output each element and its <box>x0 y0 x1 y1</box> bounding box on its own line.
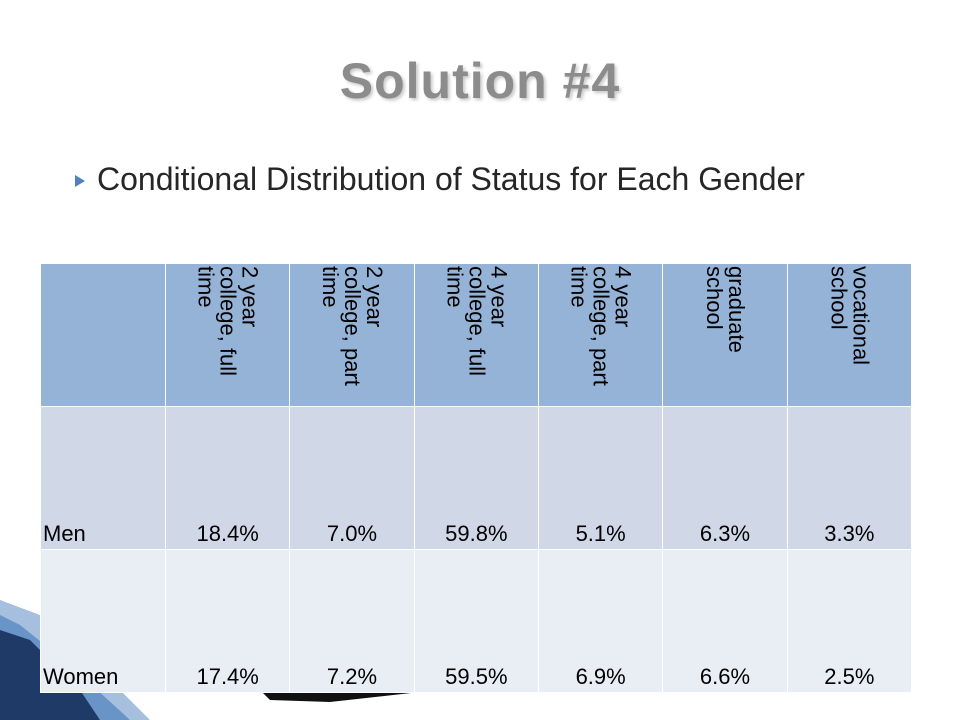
table-cell: 6.3% <box>662 406 788 550</box>
table-cell: 7.2% <box>289 549 415 693</box>
table-cell: 7.0% <box>289 406 415 550</box>
table-cell: 59.8% <box>413 406 539 550</box>
table-cell: 3.3% <box>786 406 913 550</box>
column-header: 4 year college, full time <box>413 263 539 407</box>
distribution-table: 2 year college, full time 2 year college,… <box>40 263 913 693</box>
column-header: 2 year college, full time <box>164 263 291 407</box>
bullet-icon <box>75 175 85 187</box>
table-body: Men 18.4% 7.0% 59.8% 5.1% 6.3% 3.3% Women 17.4% 7… <box>40 406 913 693</box>
table-cell: 17.4% <box>164 549 291 693</box>
column-header-text: 2 year college, part time <box>317 266 387 386</box>
table-cell: 18.4% <box>164 406 291 550</box>
row-header: Men <box>40 406 166 550</box>
column-header: vocational school <box>786 263 913 407</box>
table-cell: 6.9% <box>537 549 664 693</box>
column-header-text: 2 year college, full time <box>193 266 263 377</box>
column-header-text: 4 year college, full time <box>442 266 512 377</box>
column-header: graduate school <box>662 263 788 407</box>
column-header-text: 4 year college, part time <box>566 266 636 386</box>
slide-title: Solution #4 <box>339 53 621 109</box>
column-header-text: vocational school <box>826 266 874 366</box>
table-row: Men 18.4% 7.0% 59.8% 5.1% 6.3% 3.3% <box>40 406 913 550</box>
table-cell: 59.5% <box>413 549 539 693</box>
column-header-text: graduate school <box>701 266 749 353</box>
header-row: 2 year college, full time 2 year college,… <box>40 263 913 407</box>
row-header: Women <box>40 549 166 693</box>
corner-cell <box>40 263 166 407</box>
column-header: 2 year college, part time <box>289 263 415 407</box>
table-row: Women 17.4% 7.2% 59.5% 6.9% 6.6% 2.5% <box>40 549 913 693</box>
table-cell: 6.6% <box>662 549 788 693</box>
bullet-text: Conditional Distribution of Status for E… <box>97 161 805 197</box>
table-cell: 5.1% <box>537 406 664 550</box>
table-cell: 2.5% <box>786 549 913 693</box>
column-header: 4 year college, part time <box>537 263 664 407</box>
